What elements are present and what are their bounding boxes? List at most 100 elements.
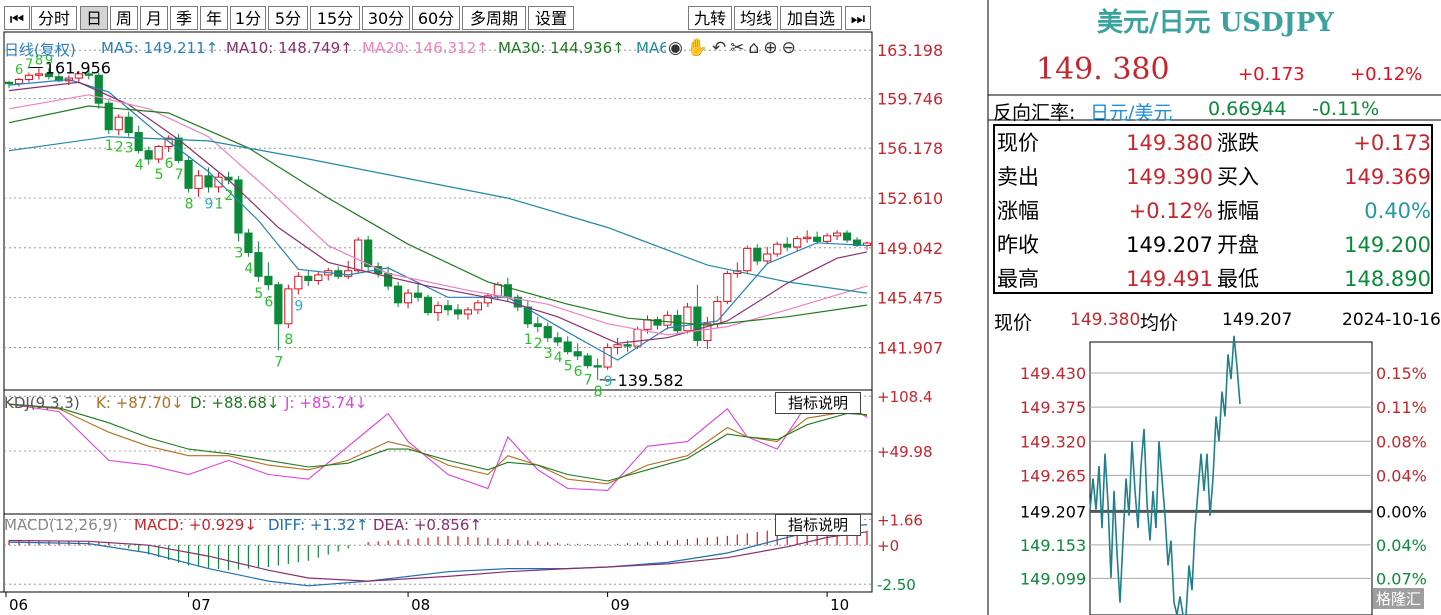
quote-row: 最高 149.491 最低 148.890 (995, 262, 1435, 296)
zoom-in-icon[interactable]: ⊕ (763, 38, 782, 58)
skip-forward-icon[interactable]: ⏭ (845, 6, 871, 30)
nine-turn-label: 8 (185, 197, 194, 213)
quote-value: +0.173 (1353, 131, 1431, 155)
x-tick-label: 07 (192, 596, 211, 614)
candle-body (4, 81, 14, 85)
tab-weekly[interactable]: 周 (110, 6, 138, 30)
ma30-line (8, 105, 868, 326)
eye-icon[interactable]: ◉ (668, 38, 687, 58)
price-tick-label: 152.610 (877, 189, 943, 208)
intraday-now-value: 149.380 (1070, 310, 1141, 330)
candle-body (862, 242, 872, 247)
kdj-tick-label: +108.4 (877, 388, 933, 406)
kdj-k-line (8, 403, 868, 485)
candle-body (244, 232, 253, 254)
candle-body (14, 78, 24, 85)
tab-settings[interactable]: 设置 (528, 6, 574, 30)
pair-title: 美元/日元 USDJPY (1097, 8, 1334, 38)
intraday-pct-label: 0.04% (1376, 466, 1427, 485)
nine-turn-label: 4 (554, 350, 563, 366)
candle-body (403, 292, 413, 304)
x-tick-label: 09 (611, 596, 630, 614)
add-watchlist-button[interactable]: 加自选 (780, 6, 842, 30)
tab-60min[interactable]: 60分 (412, 6, 460, 30)
tab-daily[interactable]: 日 (80, 6, 108, 30)
macd-dea-line (8, 531, 868, 582)
skip-back-icon[interactable]: ⏮ (4, 6, 30, 30)
candle-body (593, 365, 602, 368)
candle-body (753, 247, 762, 262)
quote-panel: 美元/日元 USDJPY 149. 380 +0.173 +0.12% 反向汇率… (990, 0, 1441, 615)
tab-monthly[interactable]: 月 (140, 6, 168, 30)
period-toolbar: ⏮ 分时 日 周 月 季 年 1分 5分 15分 30分 60分 多周期 设置 … (0, 0, 874, 32)
quote-row: 现价 149.380 涨跌 +0.173 (995, 126, 1435, 160)
quote-value: 149.207 (1126, 233, 1213, 257)
intraday-avg-value: 149.207 (1222, 310, 1293, 330)
candle-body (194, 175, 203, 189)
candle-body (703, 323, 712, 342)
nine-turn-label: 6 (15, 63, 23, 78)
quote-value: 149.390 (1126, 165, 1213, 189)
price-tick-label: 156.178 (877, 139, 943, 158)
candle-body (354, 239, 363, 272)
zoom-out-icon[interactable]: ⊖ (781, 38, 800, 58)
candle-body (463, 309, 473, 315)
macd-name: MACD(12,26,9) (4, 516, 118, 534)
nine-turn-button[interactable]: 九转 (688, 6, 732, 30)
quote-row: 涨幅 +0.12% 振幅 0.40% (995, 194, 1435, 228)
nine-turn-label: 6 (574, 364, 583, 380)
tab-15min[interactable]: 15分 (310, 6, 360, 30)
candle-body (603, 347, 612, 368)
tab-5min[interactable]: 5分 (268, 6, 308, 30)
nine-turn-label: 1 (105, 138, 114, 154)
candle-body (34, 73, 44, 76)
candle-body (483, 295, 492, 304)
quote-label: 涨跌 (1217, 131, 1259, 155)
quote-value: 149.369 (1344, 165, 1431, 189)
price-tick-label: 145.475 (877, 289, 943, 308)
nine-turn-label: 7 (274, 354, 283, 370)
x-tick-label: 06 (9, 596, 28, 614)
reverse-rate-value: 0.66944 (1208, 98, 1287, 120)
intraday-price-label: 149.099 (1020, 569, 1086, 588)
candle-body (813, 236, 822, 242)
tab-30min[interactable]: 30分 (362, 6, 410, 30)
intraday-price-label: 149.265 (1020, 466, 1086, 485)
price-change-pct: +0.12% (1350, 64, 1423, 85)
tab-multi-period[interactable]: 多周期 (462, 6, 526, 30)
undo-icon[interactable]: ↶ (712, 38, 731, 58)
nine-turn-label: 9 (294, 298, 303, 314)
tab-timeshare[interactable]: 分时 (31, 6, 77, 30)
quote-label: 振幅 (1217, 199, 1259, 223)
dea-value: DEA: +0.856↑ (373, 516, 482, 534)
candle-body (304, 275, 313, 282)
ma-button[interactable]: 均线 (734, 6, 778, 30)
tab-yearly[interactable]: 年 (200, 6, 228, 30)
candle-body (284, 288, 293, 325)
lock-icon[interactable]: ⌂ (748, 38, 764, 58)
price-tick-label: 141.907 (877, 338, 943, 357)
macd-tick-label: -2.50 (877, 576, 916, 594)
candle-body (533, 323, 542, 328)
x-tick-label: 08 (411, 596, 430, 614)
ma10-line (8, 81, 868, 344)
reverse-pair-link[interactable]: 日元/美元 (1090, 102, 1173, 124)
tab-quarterly[interactable]: 季 (170, 6, 198, 30)
scissors-icon[interactable]: ✂ (730, 38, 749, 58)
candle-body (842, 232, 852, 241)
candle-body (832, 232, 842, 237)
candle-body (24, 74, 34, 80)
nine-turn-label: 8 (35, 53, 43, 68)
intraday-price-label: 149.207 (1020, 502, 1086, 521)
intraday-pct-label: 0.15% (1376, 364, 1427, 383)
hand-icon[interactable]: ✋ (686, 38, 713, 58)
candle-body (583, 355, 592, 367)
tab-1min[interactable]: 1分 (230, 6, 266, 30)
nine-turn-label: 2 (115, 139, 124, 155)
macd-explain-button[interactable]: 指标说明 (775, 514, 861, 536)
quote-row: 昨收 149.207 开盘 149.200 (995, 228, 1435, 262)
kdj-j: J: +85.74↓ (285, 394, 368, 412)
kdj-explain-button[interactable]: 指标说明 (775, 392, 861, 414)
candle-body (783, 243, 792, 248)
